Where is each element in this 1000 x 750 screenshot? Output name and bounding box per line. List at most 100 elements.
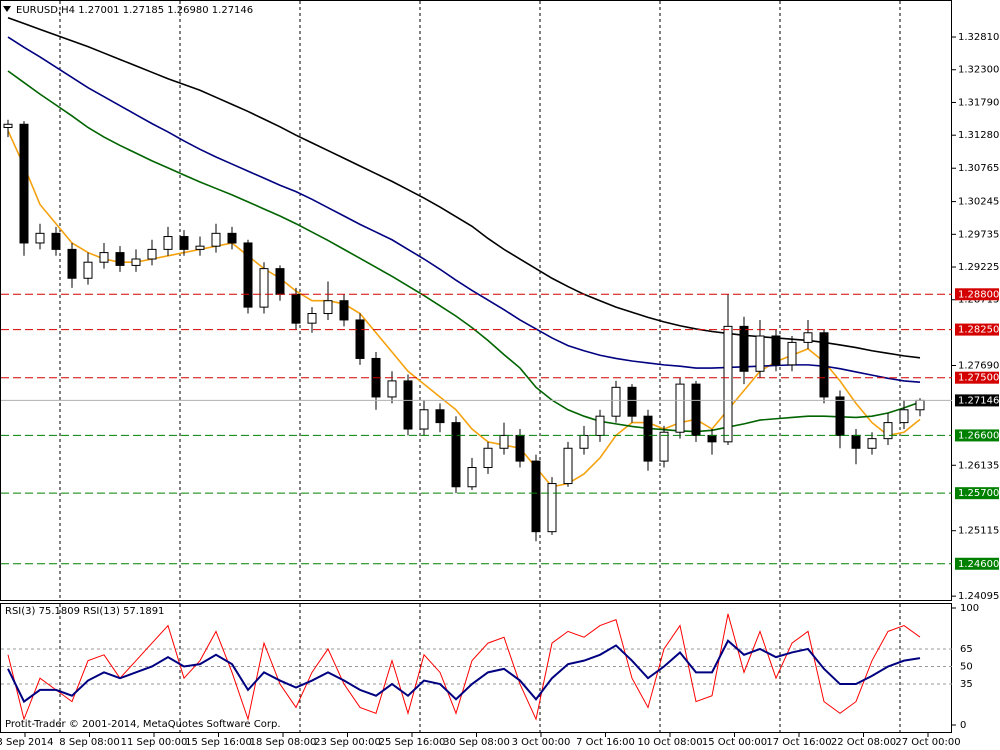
candle-body — [579, 434, 589, 449]
current-price-box — [955, 394, 999, 407]
chart-title: EURUSD,H4 1.27001 1.27185 1.26980 1.2714… — [16, 5, 253, 16]
x-tick-label: 8 Sep 08:00 — [59, 737, 119, 748]
y-tick-label: 1.27690 — [958, 361, 999, 372]
y-tick-label: 1.24095 — [958, 591, 999, 602]
level-label-box — [955, 487, 999, 500]
candle-body — [451, 422, 461, 488]
level-label-box — [955, 557, 999, 570]
x-tick-label: 17 Oct 16:00 — [766, 737, 831, 748]
menu-icon[interactable] — [3, 6, 11, 12]
candle-body — [547, 483, 557, 533]
candle-body — [211, 232, 221, 247]
rsi-tick-label: 100 — [960, 603, 979, 614]
candle-body — [339, 300, 349, 321]
candle-body — [883, 422, 893, 440]
x-tick-label: 25 Sep 16:00 — [379, 737, 446, 748]
candle-body — [739, 325, 749, 372]
candle-body — [355, 319, 365, 359]
rsi-line — [7, 613, 921, 722]
candle-body — [787, 341, 797, 366]
level-label-box — [955, 288, 999, 301]
rsi-tick-label: 0 — [960, 720, 966, 731]
x-tick-label: 11 Sep 00:00 — [121, 737, 188, 748]
candle-body — [99, 252, 109, 263]
rsi-panel-border — [0, 603, 952, 733]
candle-body — [707, 434, 717, 443]
candle-body — [771, 335, 781, 366]
current-price-label: 1.27146 — [958, 395, 999, 406]
y-tick-label: 1.25115 — [958, 526, 999, 537]
candle-body — [19, 123, 29, 244]
y-tick-label: 1.32300 — [958, 65, 999, 76]
candle-body — [467, 467, 477, 488]
x-tick-label: 27 Oct 00:00 — [895, 737, 960, 748]
main-panel-border — [0, 0, 952, 601]
candle-body — [51, 232, 61, 250]
candle-body — [323, 300, 333, 315]
candle-body — [819, 332, 829, 398]
candle-body — [899, 409, 909, 424]
candle-body — [915, 399, 925, 411]
candle-body — [723, 325, 733, 443]
candle-body — [387, 380, 397, 398]
candle-body — [659, 431, 669, 462]
x-tick-label: 15 Sep 16:00 — [185, 737, 252, 748]
x-tick-label: 18 Sep 08:00 — [250, 737, 317, 748]
candle-body — [163, 236, 173, 250]
candle-body — [515, 434, 525, 462]
y-tick-label: 1.29735 — [958, 229, 999, 240]
candle-body — [83, 261, 93, 279]
candle-body — [243, 242, 253, 308]
candle-body — [611, 386, 621, 417]
candle-body — [291, 293, 301, 324]
candle-body — [275, 268, 285, 295]
candle-body — [435, 409, 445, 424]
moving-average — [7, 17, 921, 359]
candle-body — [67, 248, 77, 279]
candle-body — [131, 258, 141, 266]
level-label: 1.24600 — [958, 559, 999, 570]
x-tick-label: 10 Oct 08:00 — [637, 737, 702, 748]
candle-body — [627, 386, 637, 417]
x-tick-label: 22 Oct 08:00 — [831, 737, 896, 748]
candle-body — [227, 232, 237, 244]
candle-body — [803, 332, 813, 343]
y-tick-label: 1.29225 — [958, 262, 999, 273]
candle-body — [835, 396, 845, 436]
candle-body — [867, 438, 877, 449]
moving-average — [7, 70, 921, 433]
y-tick-label: 1.26135 — [958, 460, 999, 471]
candle-body — [595, 415, 605, 436]
candle-body — [499, 434, 509, 449]
candle-body — [195, 245, 205, 250]
level-label-box — [955, 429, 999, 442]
level-label: 1.27500 — [958, 373, 999, 384]
y-tick-label: 1.30765 — [958, 163, 999, 174]
moving-average — [7, 36, 921, 383]
watermark: Protit-Trader © 2001-2014, MetaQuotes So… — [5, 719, 281, 730]
rsi-tick-label: 35 — [960, 679, 973, 690]
y-tick-label: 1.30245 — [958, 197, 999, 208]
x-tick-label: 7 Oct 16:00 — [576, 737, 635, 748]
level-label: 1.26600 — [958, 430, 999, 441]
level-label: 1.28250 — [958, 325, 999, 336]
x-tick-label: 23 Sep 00:00 — [314, 737, 381, 748]
candle-body — [403, 380, 413, 430]
level-label-box — [955, 371, 999, 384]
level-label: 1.28800 — [958, 289, 999, 300]
level-label: 1.25700 — [958, 488, 999, 499]
y-tick-label: 1.31280 — [958, 130, 999, 141]
rsi-tick-label: 50 — [960, 662, 973, 673]
rsi-title: RSI(3) 75.1809 RSI(13) 57.1891 — [5, 606, 164, 617]
candle-body — [563, 447, 573, 485]
candle-body — [179, 236, 189, 250]
candle-body — [115, 252, 125, 266]
candle-body — [259, 268, 269, 308]
candle-body — [419, 409, 429, 430]
rsi-tick-label: 65 — [960, 644, 973, 655]
candle-body — [307, 313, 317, 324]
candle-body — [755, 335, 765, 372]
y-tick-label: 1.32810 — [958, 32, 999, 43]
